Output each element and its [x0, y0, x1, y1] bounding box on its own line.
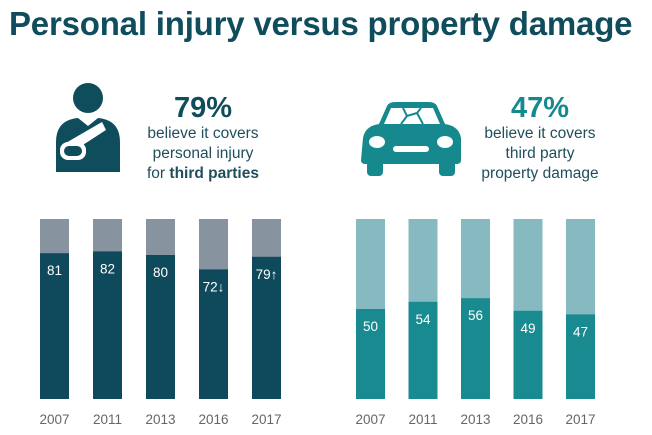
property-damage-percent: 47%	[510, 92, 570, 124]
property-damage-line-3: property damage	[481, 165, 599, 182]
personal-injury-line-3: for third parties	[132, 164, 274, 184]
pd-bar-2007	[356, 309, 385, 399]
pi-bar-2011	[93, 251, 122, 399]
pd-year-label-2017: 2017	[565, 412, 595, 427]
pd-value-label-2017: 47	[573, 324, 588, 339]
crashed-car-icon	[361, 102, 461, 176]
third-parties-emphasis: third parties	[169, 165, 259, 182]
pd-year-label-2016: 2016	[513, 412, 543, 427]
pi-bar-2013	[146, 255, 175, 399]
pi-year-label-2016: 2016	[198, 412, 228, 427]
pi-value-label-2017: 79↑	[256, 267, 278, 282]
personal-injury-stat: 79% believe it covers personal injury fo…	[132, 92, 274, 184]
property-damage-line-1: believe it covers	[484, 125, 596, 142]
pd-value-label-2011: 54	[415, 312, 431, 327]
property-damage-stat: 47% believe it covers third party proper…	[470, 92, 610, 184]
pi-year-label-2011: 2011	[93, 412, 122, 427]
pi-year-label-2013: 2013	[145, 412, 175, 427]
pi-bar-2016	[199, 269, 228, 399]
pd-year-label-2011: 2011	[408, 412, 437, 427]
pi-year-label-2007: 2007	[39, 412, 69, 427]
personal-injury-percent: 79%	[173, 92, 233, 124]
pd-bar-2017	[566, 314, 595, 399]
pd-bar-2011	[408, 301, 438, 399]
injured-person-icon	[56, 83, 120, 172]
pi-value-label-2011: 82	[100, 261, 115, 276]
personal-injury-line-2: personal injury	[152, 145, 254, 162]
pi-bar-2017	[252, 256, 281, 399]
pd-value-label-2007: 50	[363, 319, 378, 334]
pi-bar-2007	[40, 253, 69, 399]
pi-value-label-2013: 80	[153, 265, 168, 280]
pd-bar-2016	[513, 310, 543, 399]
pi-value-label-2016: 72↓	[203, 279, 225, 294]
personal-injury-line-3-prefix: for	[147, 165, 170, 182]
property-damage-line-2: third party	[505, 145, 575, 162]
pd-year-label-2013: 2013	[460, 412, 490, 427]
personal-injury-line-1: believe it covers	[147, 125, 259, 142]
pi-value-label-2007: 81	[47, 263, 62, 278]
pd-value-label-2013: 56	[468, 308, 483, 323]
pi-year-label-2017: 2017	[251, 412, 281, 427]
pd-bar-2013	[461, 298, 490, 399]
page-title: Personal injury versus property damage	[9, 5, 633, 42]
pd-value-label-2016: 49	[520, 321, 535, 336]
pd-year-label-2007: 2007	[355, 412, 385, 427]
